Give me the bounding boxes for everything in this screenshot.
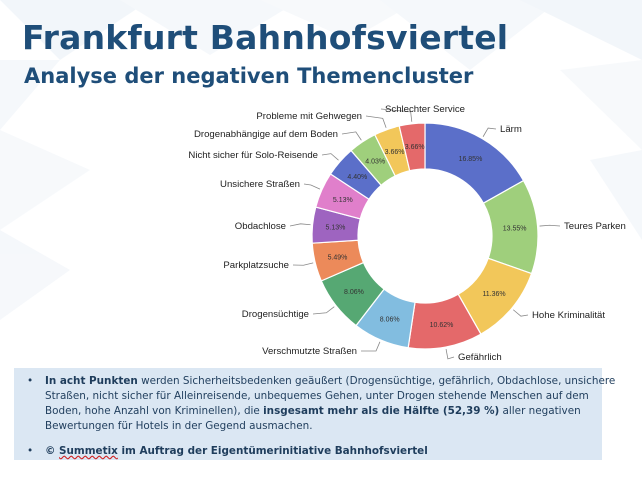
- value-label-hohe-kriminalitaet: 11.36%: [482, 291, 505, 298]
- info-item-security: • In acht Punkten werden Sicherheitsbede…: [14, 374, 617, 434]
- value-label-schlechter-service: 3.66%: [405, 144, 425, 151]
- leader-line-parkplatzsuche: [292, 262, 314, 266]
- info-item-copyright: • © Summetix im Auftrag der Eigentümerin…: [14, 444, 617, 459]
- category-label-verschmutzte-strassen: Verschmutzte Straßen: [262, 346, 357, 357]
- leader-line-drogensuechtige: [312, 306, 335, 315]
- page-title: Frankfurt Bahnhofsviertel: [22, 18, 509, 57]
- decorative-shapes: [0, 0, 642, 320]
- brand-name: Summetix: [59, 445, 118, 457]
- category-label-schlechter-service: Schlechter Service: [385, 104, 465, 115]
- deco-shape: [590, 150, 642, 240]
- category-label-parkplatzsuche: Parkplatzsuche: [223, 260, 289, 271]
- deco-shape: [520, 0, 642, 60]
- leader-line-hohe-kriminalitaet: [512, 309, 529, 317]
- value-label-teures-parken: 13.55%: [503, 226, 527, 233]
- leader-line-schlechter-service: [380, 108, 413, 122]
- value-label-drogensuechtige: 8.06%: [344, 289, 364, 296]
- deco-shape: [0, 60, 60, 130]
- info-text: werden Sicherheitsbedenken geäußert (Dro…: [45, 375, 616, 417]
- value-label-gefaehrlich: 10.62%: [430, 322, 454, 329]
- leader-line-verschmutzte-strassen: [360, 341, 381, 352]
- copyright-symbol: ©: [45, 445, 56, 457]
- leader-line-teures-parken: [539, 224, 561, 227]
- category-label-laerm: Lärm: [500, 124, 522, 135]
- value-label-obdachlose: 5.13%: [325, 225, 345, 232]
- value-label-laerm: 16.85%: [459, 156, 483, 163]
- category-label-probleme-mit-gehwegen: Probleme mit Gehwegen: [256, 111, 362, 122]
- info-box: • In acht Punkten werden Sicherheitsbede…: [14, 368, 615, 460]
- info-bold-highlight: insgesamt mehr als die Hälfte (52,39 %): [263, 405, 500, 417]
- leader-line-nicht-sicher-fuer-solo-reisende: [321, 153, 339, 161]
- value-label-probleme-mit-gehwegen: 3.66%: [385, 149, 405, 156]
- deco-shape: [0, 230, 70, 320]
- leader-line-drogenabhaengige-auf-dem-boden: [341, 131, 362, 141]
- category-label-gefaehrlich: Gefährlich: [458, 352, 502, 363]
- deco-shape: [120, 0, 300, 55]
- value-label-verschmutzte-strassen: 8.06%: [380, 316, 400, 323]
- category-label-drogenabhaengige-auf-dem-boden: Drogenabhängige auf dem Boden: [194, 129, 338, 140]
- info-text: aller negativen Bewertungen für Hotels i…: [45, 405, 581, 432]
- category-label-drogensuechtige: Drogensüchtige: [242, 309, 309, 320]
- category-label-hohe-kriminalitaet: Hohe Kriminalität: [532, 310, 605, 321]
- value-label-nicht-sicher-fuer-solo-reisende: 4.40%: [347, 174, 367, 181]
- category-label-unsichere-strassen: Unsichere Straßen: [220, 179, 300, 190]
- leader-line-laerm: [482, 127, 497, 137]
- category-label-nicht-sicher-fuer-solo-reisende: Nicht sicher für Solo-Reisende: [188, 150, 318, 161]
- value-label-unsichere-strassen: 5.13%: [333, 197, 353, 204]
- value-label-drogenabhaengige-auf-dem-boden: 4.03%: [365, 159, 385, 166]
- deco-shape: [560, 60, 642, 150]
- deco-shape: [380, 0, 560, 70]
- bullet-icon: •: [27, 375, 34, 387]
- category-label-teures-parken: Teures Parken: [564, 221, 626, 232]
- leader-line-unsichere-strassen: [303, 183, 321, 190]
- deco-shape: [0, 0, 150, 60]
- value-label-parkplatzsuche: 5.49%: [328, 255, 348, 262]
- info-bold-start: In acht Punkten: [45, 375, 138, 387]
- info-credit: im Auftrag der Eigentümerinitiative Bahn…: [117, 445, 428, 457]
- leader-line-obdachlose: [289, 223, 311, 227]
- category-label-obdachlose: Obdachlose: [235, 221, 286, 232]
- leader-line-probleme-mit-gehwegen: [365, 115, 387, 128]
- page-subtitle: Analyse der negativen Themencluster: [24, 64, 474, 88]
- deco-shape: [0, 130, 90, 230]
- leader-line-gefaehrlich: [445, 348, 455, 360]
- slice-schlechter-service: [398, 122, 426, 172]
- bullet-icon: •: [27, 445, 34, 457]
- deco-shape: [260, 0, 420, 40]
